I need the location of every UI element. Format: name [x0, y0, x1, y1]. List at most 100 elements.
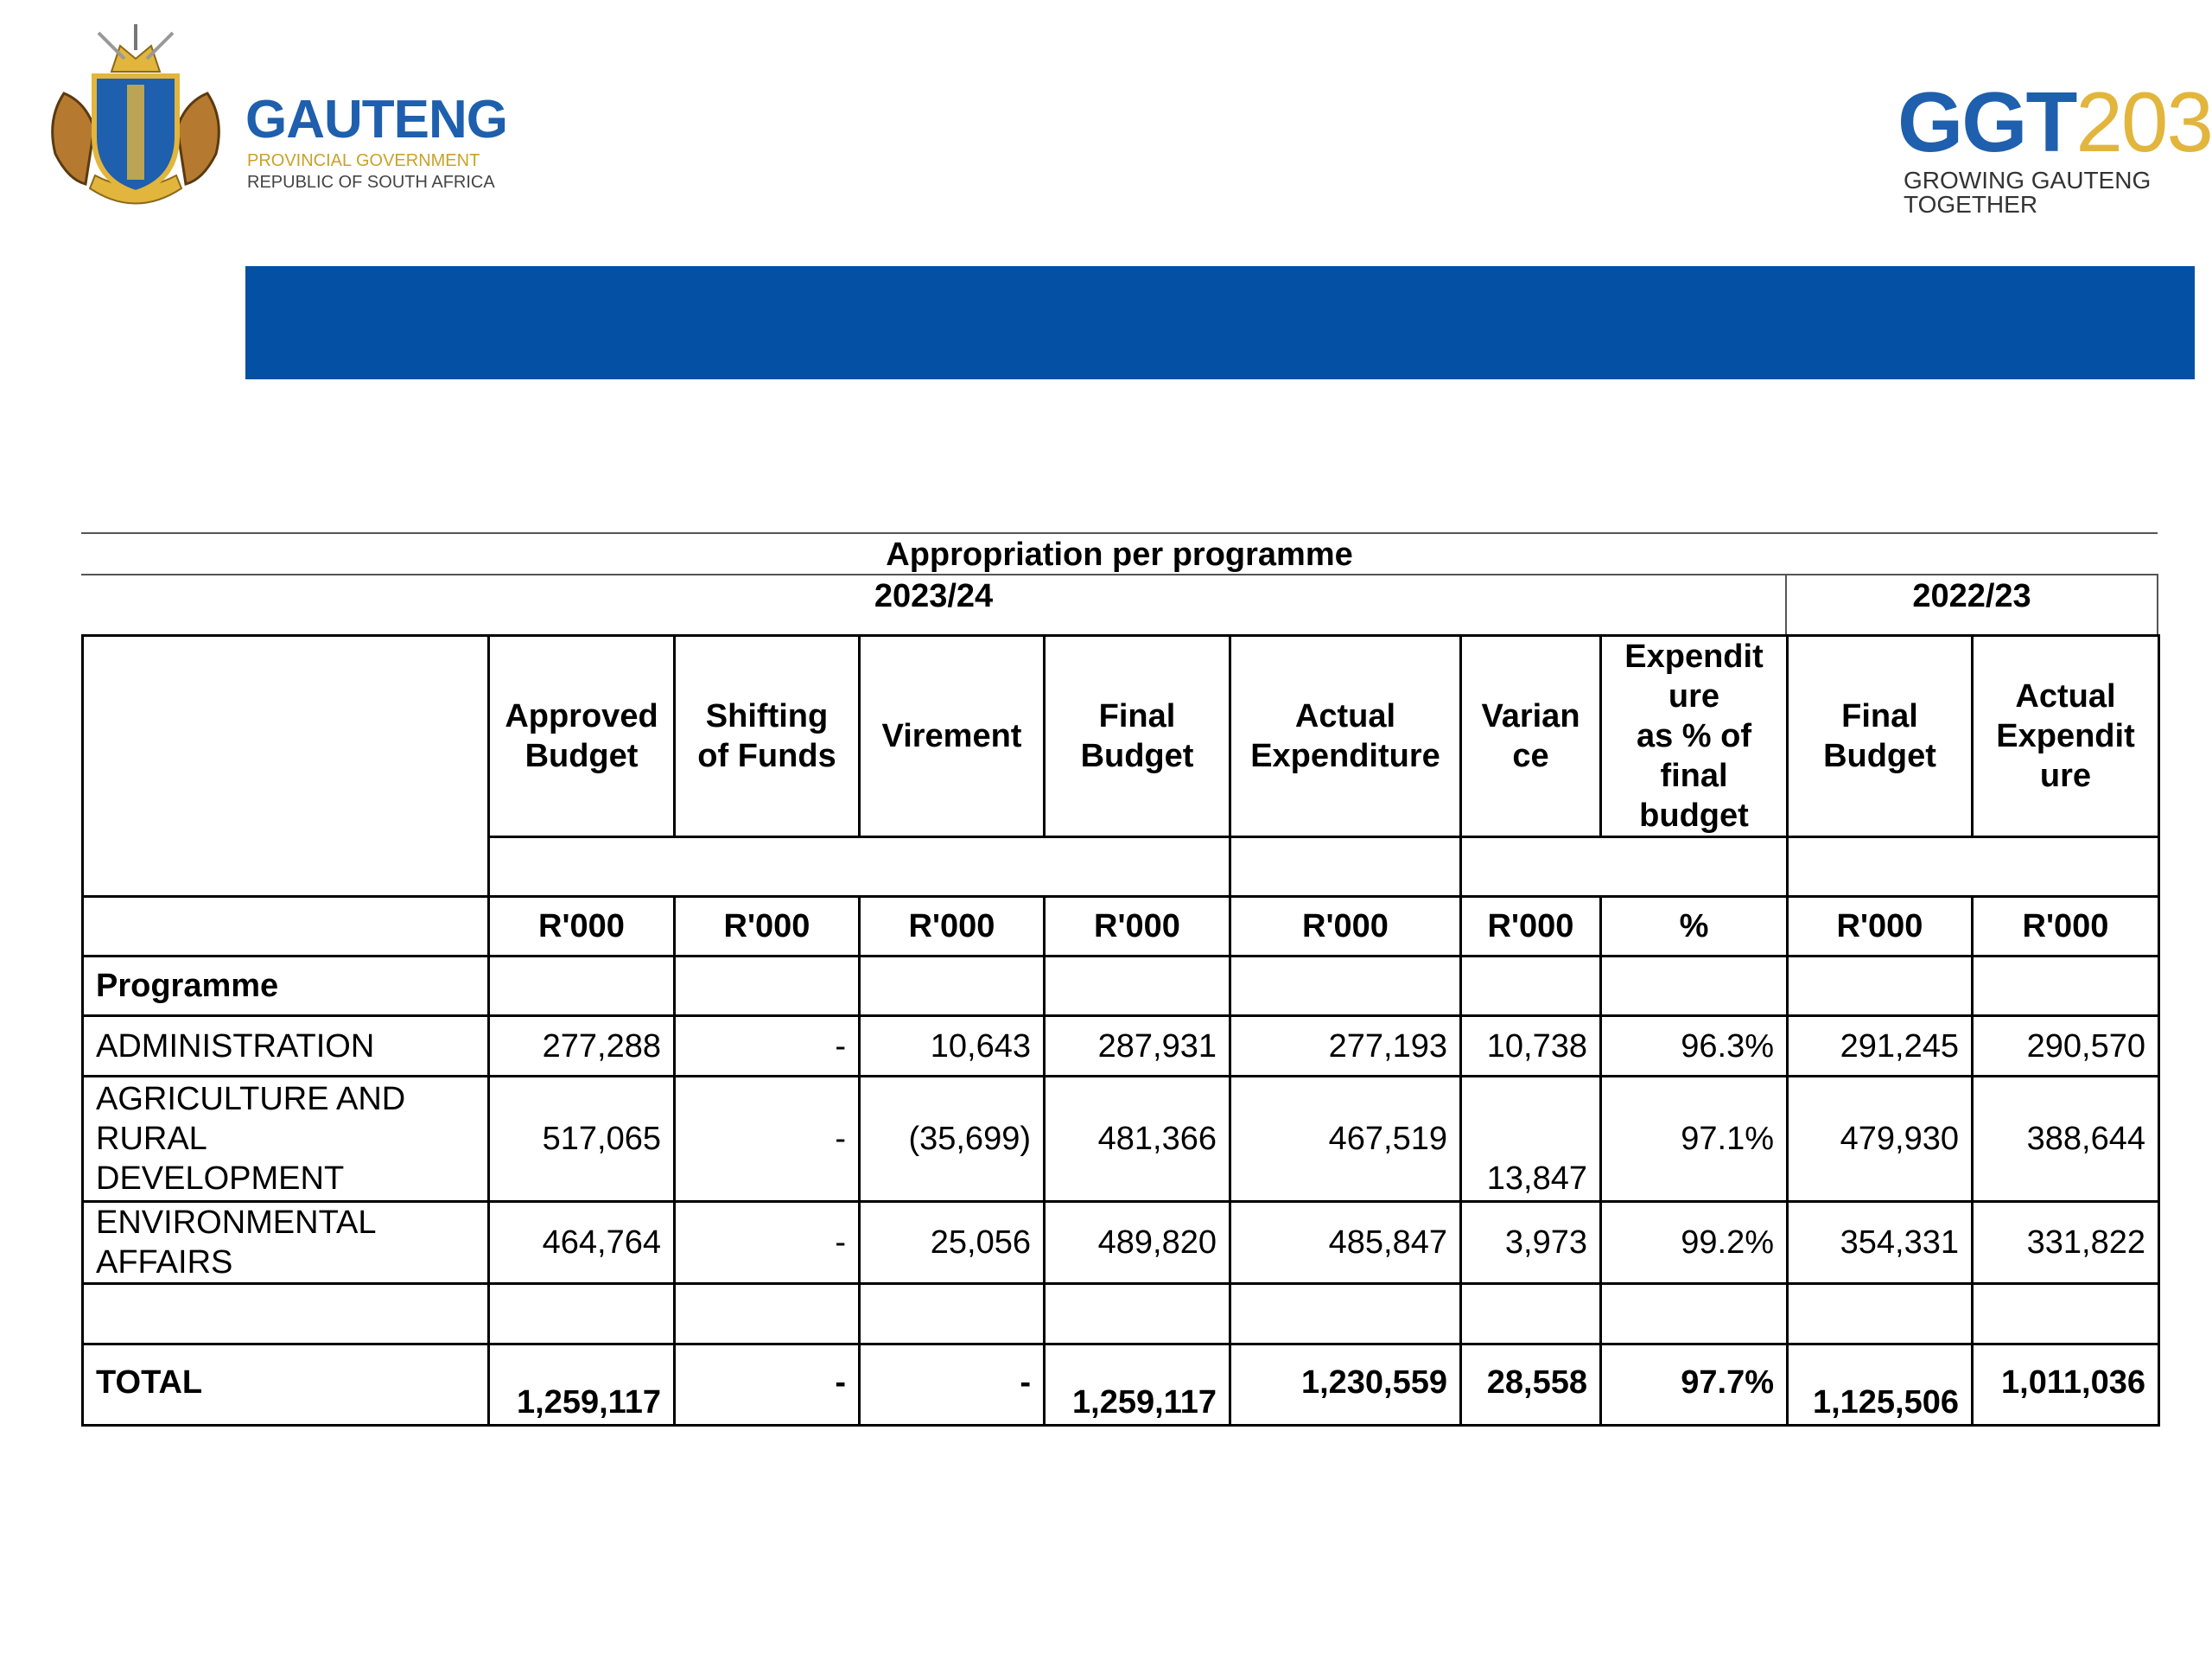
cell — [1786, 1282, 1974, 1345]
cell — [1971, 1282, 2160, 1345]
header-line: Virement — [881, 718, 1022, 754]
cell: 517,065 — [487, 1075, 676, 1203]
logo-name: GAUTENG — [245, 90, 508, 149]
cell: R'000 — [1043, 895, 1231, 957]
cell: 277,288 — [487, 1014, 676, 1077]
cell: ADMINISTRATION — [81, 1014, 490, 1077]
cell: Final Budget — [1786, 634, 1974, 838]
cell — [1786, 836, 2160, 898]
header-line: as % of — [1636, 718, 1752, 754]
cell: 97.1% — [1599, 1075, 1789, 1203]
header-row: Approved Budget Shifting of Funds Virement Fi… — [81, 634, 2160, 898]
cell: Expendit ure as % of final budget — [1599, 634, 1789, 838]
total-row: TOTAL 1,259,117- -1,259,117 1,230,559 28,558… — [81, 1343, 2160, 1427]
cell: % — [1599, 895, 1789, 957]
header-line: ure — [2039, 758, 2092, 794]
cell: 25,056 — [858, 1200, 1046, 1285]
cell: 467,519 — [1229, 1075, 1462, 1203]
header-line: Approved — [505, 698, 658, 734]
cell: Shifting of Funds — [673, 634, 861, 838]
cell: - — [673, 1014, 861, 1077]
cell: Virement — [858, 634, 1046, 838]
cell: - — [858, 1343, 1046, 1427]
cell: 287,931 — [1043, 1014, 1231, 1077]
cell — [81, 895, 490, 957]
cell: 291,245 — [1786, 1014, 1974, 1077]
cell — [673, 955, 861, 1017]
header-line: Actual — [1294, 698, 1396, 734]
header-line: Expendit — [1624, 639, 1764, 675]
logo-year: 2030 — [2075, 74, 2212, 169]
cell — [858, 1282, 1046, 1345]
cell: Final Budget — [1043, 634, 1231, 838]
cell — [487, 1282, 676, 1345]
table-title: Appropriation per programme — [886, 537, 1353, 573]
cell: 1,011,036 — [1971, 1343, 2160, 1427]
header-line: Final — [1841, 698, 1918, 734]
title-bar — [245, 266, 2195, 379]
cell: Approved Budget — [487, 634, 676, 838]
cell: 464,764 — [487, 1200, 676, 1285]
header-line: Final — [1098, 698, 1176, 734]
cell — [858, 955, 1046, 1017]
cell: R'000 — [673, 895, 861, 957]
header-line: Shifting — [705, 698, 829, 734]
cell — [1229, 1282, 1462, 1345]
cell — [1971, 955, 2160, 1017]
ggt-logo: GGT2030 — [1897, 79, 2212, 164]
cell: R'000 — [1971, 895, 2160, 957]
cell: 1,125,506 — [1786, 1343, 1974, 1427]
header-line: Budget — [524, 738, 639, 774]
cell: ENVIRONMENTAL AFFAIRS — [81, 1200, 490, 1285]
logo-tagline: GROWING GAUTENG TOGETHER — [1904, 167, 2152, 218]
cell: 485,847 — [1229, 1200, 1462, 1285]
cell: R'000 — [858, 895, 1046, 957]
cell: 96.3% — [1599, 1014, 1789, 1077]
cell — [1459, 955, 1602, 1017]
spacer-row — [83, 836, 2160, 898]
cell: 3,973 — [1459, 1200, 1602, 1285]
cell: - — [673, 1075, 861, 1203]
header-line: ce — [1512, 738, 1549, 774]
header-line: of Funds — [697, 738, 836, 774]
header-line: budget — [1639, 798, 1749, 834]
cell: R'000 — [1459, 895, 1602, 957]
cell: (35,699) — [858, 1075, 1046, 1203]
cell: 97.7% — [1599, 1343, 1789, 1427]
crest — [51, 24, 220, 205]
section-row: Programme — [81, 955, 2160, 1017]
cell: R'000 — [1786, 895, 1974, 957]
cell: Programme — [81, 955, 490, 1017]
cell: Actual Expenditure — [1229, 634, 1462, 838]
cell — [487, 836, 1231, 898]
cell: 388,644 — [1971, 1075, 2160, 1203]
logo-line: PROVINCIAL GOVERNMENT — [247, 151, 480, 170]
cell — [487, 955, 676, 1017]
cell: 10,643 — [858, 1014, 1046, 1077]
cell: 28,558 — [1459, 1343, 1602, 1427]
cell: AGRICULTURE AND RURAL DEVELOPMENT — [81, 1075, 490, 1203]
cell — [1599, 955, 1789, 1017]
cell: R'000 — [1229, 895, 1462, 957]
header-line: ure — [1668, 678, 1720, 715]
data-row: ADMINISTRATION 277,288-10,643 287,931 277,1… — [81, 1014, 2160, 1077]
cell: 1,230,559 — [1229, 1343, 1462, 1427]
header-line: Budget — [1823, 738, 1936, 774]
rule — [2157, 574, 2158, 634]
cell: TOTAL — [81, 1343, 490, 1427]
cell: 1,259,117 — [487, 1343, 676, 1427]
cell: Varian ce — [1459, 634, 1602, 838]
header-line: Expenditure — [1250, 738, 1440, 774]
cell: 277,193 — [1229, 1014, 1462, 1077]
period: 2023/24 — [874, 578, 994, 614]
cell: 479,930 — [1786, 1075, 1974, 1203]
cell: - — [673, 1343, 861, 1427]
rule — [81, 574, 2158, 575]
header-line: Expendit — [1996, 718, 2135, 754]
rule — [1785, 574, 1787, 634]
cell: 10,738 — [1459, 1014, 1602, 1077]
cell: 1,259,117 — [1043, 1343, 1231, 1427]
spacer-row — [81, 1282, 2160, 1345]
